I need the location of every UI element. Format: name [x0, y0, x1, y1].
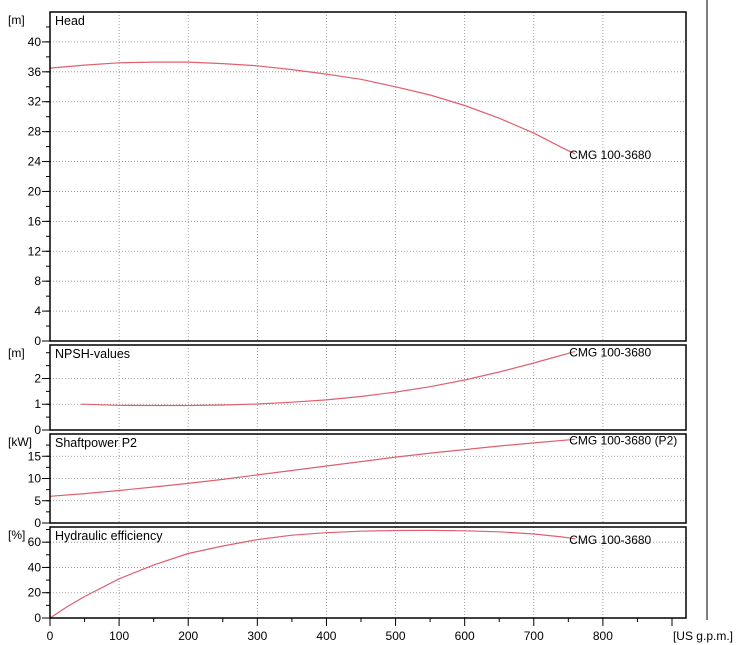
y-unit-label: [m] [8, 13, 25, 27]
curve-line [49, 529, 576, 619]
curve-label: CMG 100-3680 [569, 345, 651, 359]
y-tick-label: 10 [28, 472, 42, 486]
curve-line [49, 438, 576, 497]
x-tick-label: 700 [524, 629, 544, 643]
panel-frame [49, 11, 687, 342]
panel-2 [42, 344, 687, 431]
panel-1 [42, 11, 687, 342]
panel-title: Hydraulic efficiency [55, 529, 163, 543]
x-tick-label: 400 [316, 629, 336, 643]
y-tick-label: 36 [28, 65, 42, 79]
y-unit-label: [m] [8, 346, 25, 360]
curve-line [81, 350, 576, 407]
panel-frame [49, 526, 687, 619]
y-tick-label: 1 [34, 397, 41, 411]
y-tick-label: 16 [28, 214, 42, 228]
y-tick-label: 40 [28, 35, 42, 49]
curve-label: CMG 100-3680 [569, 148, 651, 162]
x-tick-label: 200 [178, 629, 198, 643]
x-tick-label: 500 [386, 629, 406, 643]
y-unit-label: [%] [8, 528, 25, 542]
panel-frame [49, 433, 687, 524]
y-tick-label: 20 [28, 586, 42, 600]
curve-label: CMG 100-3680 (P2) [569, 433, 677, 447]
panel-4 [42, 526, 687, 619]
y-tick-label: 0 [34, 423, 41, 437]
y-tick-label: 12 [28, 244, 42, 258]
x-axis [49, 618, 673, 626]
y-tick-label: 0 [34, 516, 41, 530]
y-tick-label: 32 [28, 95, 42, 109]
y-tick-label: 5 [34, 494, 41, 508]
y-tick-label: 8 [34, 274, 41, 288]
y-tick-label: 60 [28, 535, 42, 549]
x-tick-label: 300 [247, 629, 267, 643]
y-tick-label: 4 [34, 304, 41, 318]
x-tick-label: 100 [109, 629, 129, 643]
x-tick-label: 0 [47, 629, 54, 643]
curve-line [49, 61, 576, 155]
x-tick-label: 800 [593, 629, 613, 643]
panel-title: Head [55, 14, 85, 28]
panel-3 [42, 433, 687, 524]
y-tick-label: 28 [28, 125, 42, 139]
y-tick-label: 40 [28, 560, 42, 574]
y-tick-label: 24 [28, 155, 42, 169]
x-unit-label: [US g.p.m.] [673, 629, 733, 643]
y-unit-label: [kW] [8, 435, 32, 449]
y-tick-label: 0 [34, 611, 41, 625]
x-tick-label: 600 [455, 629, 475, 643]
panel-frame [49, 344, 687, 431]
panel-title: NPSH-values [55, 347, 130, 361]
y-tick-label: 20 [28, 184, 42, 198]
y-tick-label: 15 [28, 449, 42, 463]
y-tick-label: 2 [34, 371, 41, 385]
panel-title: Shaftpower P2 [55, 436, 137, 450]
curve-label: CMG 100-3680 [569, 533, 651, 547]
y-tick-label: 0 [34, 334, 41, 348]
